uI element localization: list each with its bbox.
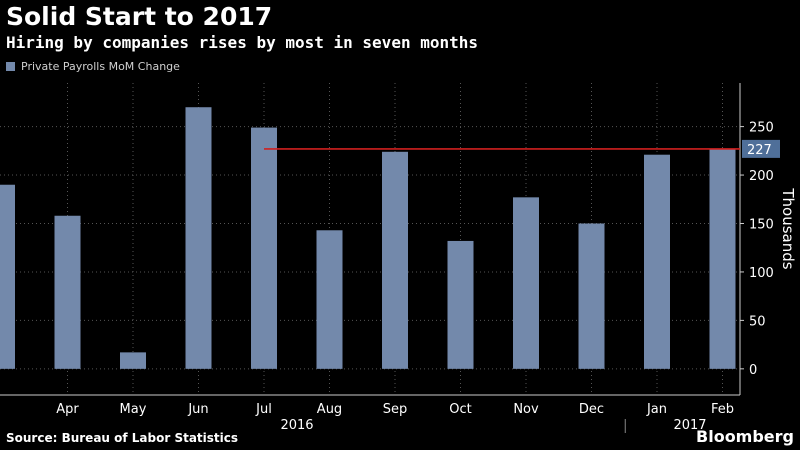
x-tick-label: Feb [711, 402, 734, 417]
bar-dec [578, 223, 605, 369]
y-tick-label: 150 [749, 217, 774, 232]
x-tick-label: Apr [56, 402, 79, 417]
y-tick-label: 0 [749, 363, 757, 378]
x-tick-label: Jan [646, 402, 667, 417]
year-label: 2016 [280, 418, 313, 433]
bar-aug [316, 230, 343, 369]
reference-value-box [742, 139, 780, 158]
bar-apr [54, 215, 81, 369]
bloomberg-logo: Bloomberg [696, 427, 794, 446]
year-label: 2017 [673, 418, 706, 433]
x-tick-label: May [120, 402, 147, 417]
bar-jun [185, 107, 212, 369]
x-tick-label: Nov [513, 402, 539, 417]
bar-jan [644, 154, 670, 369]
chart-subtitle: Hiring by companies rises by most in sev… [6, 33, 479, 52]
legend-swatch [6, 62, 15, 71]
y-tick-label: 50 [749, 314, 766, 329]
source-note: Source: Bureau of Labor Statistics [6, 431, 239, 445]
reference-value-label: 227 [747, 143, 772, 158]
legend-label: Private Payrolls MoM Change [21, 60, 180, 73]
bar-sep [382, 151, 408, 369]
chart-title: Solid Start to 2017 [6, 2, 273, 31]
x-tick-label: Sep [383, 402, 408, 417]
x-tick-label: Dec [579, 402, 604, 417]
y-axis-title: Thousands [779, 187, 797, 269]
bar-feb [709, 148, 736, 369]
bar-mar [0, 184, 15, 369]
legend: Private Payrolls MoM Change [6, 60, 180, 73]
x-tick-label: Jun [187, 402, 208, 417]
bar-may [120, 352, 146, 369]
y-tick-label: 100 [749, 266, 774, 281]
y-tick-label: 200 [749, 169, 774, 184]
bar-nov [513, 197, 539, 369]
y-tick-label: 250 [749, 121, 774, 136]
x-tick-label: Oct [449, 402, 471, 417]
bar-oct [447, 240, 474, 369]
bar-jul [251, 127, 277, 369]
x-tick-label: Jul [255, 402, 272, 417]
x-tick-label: Aug [317, 402, 342, 417]
